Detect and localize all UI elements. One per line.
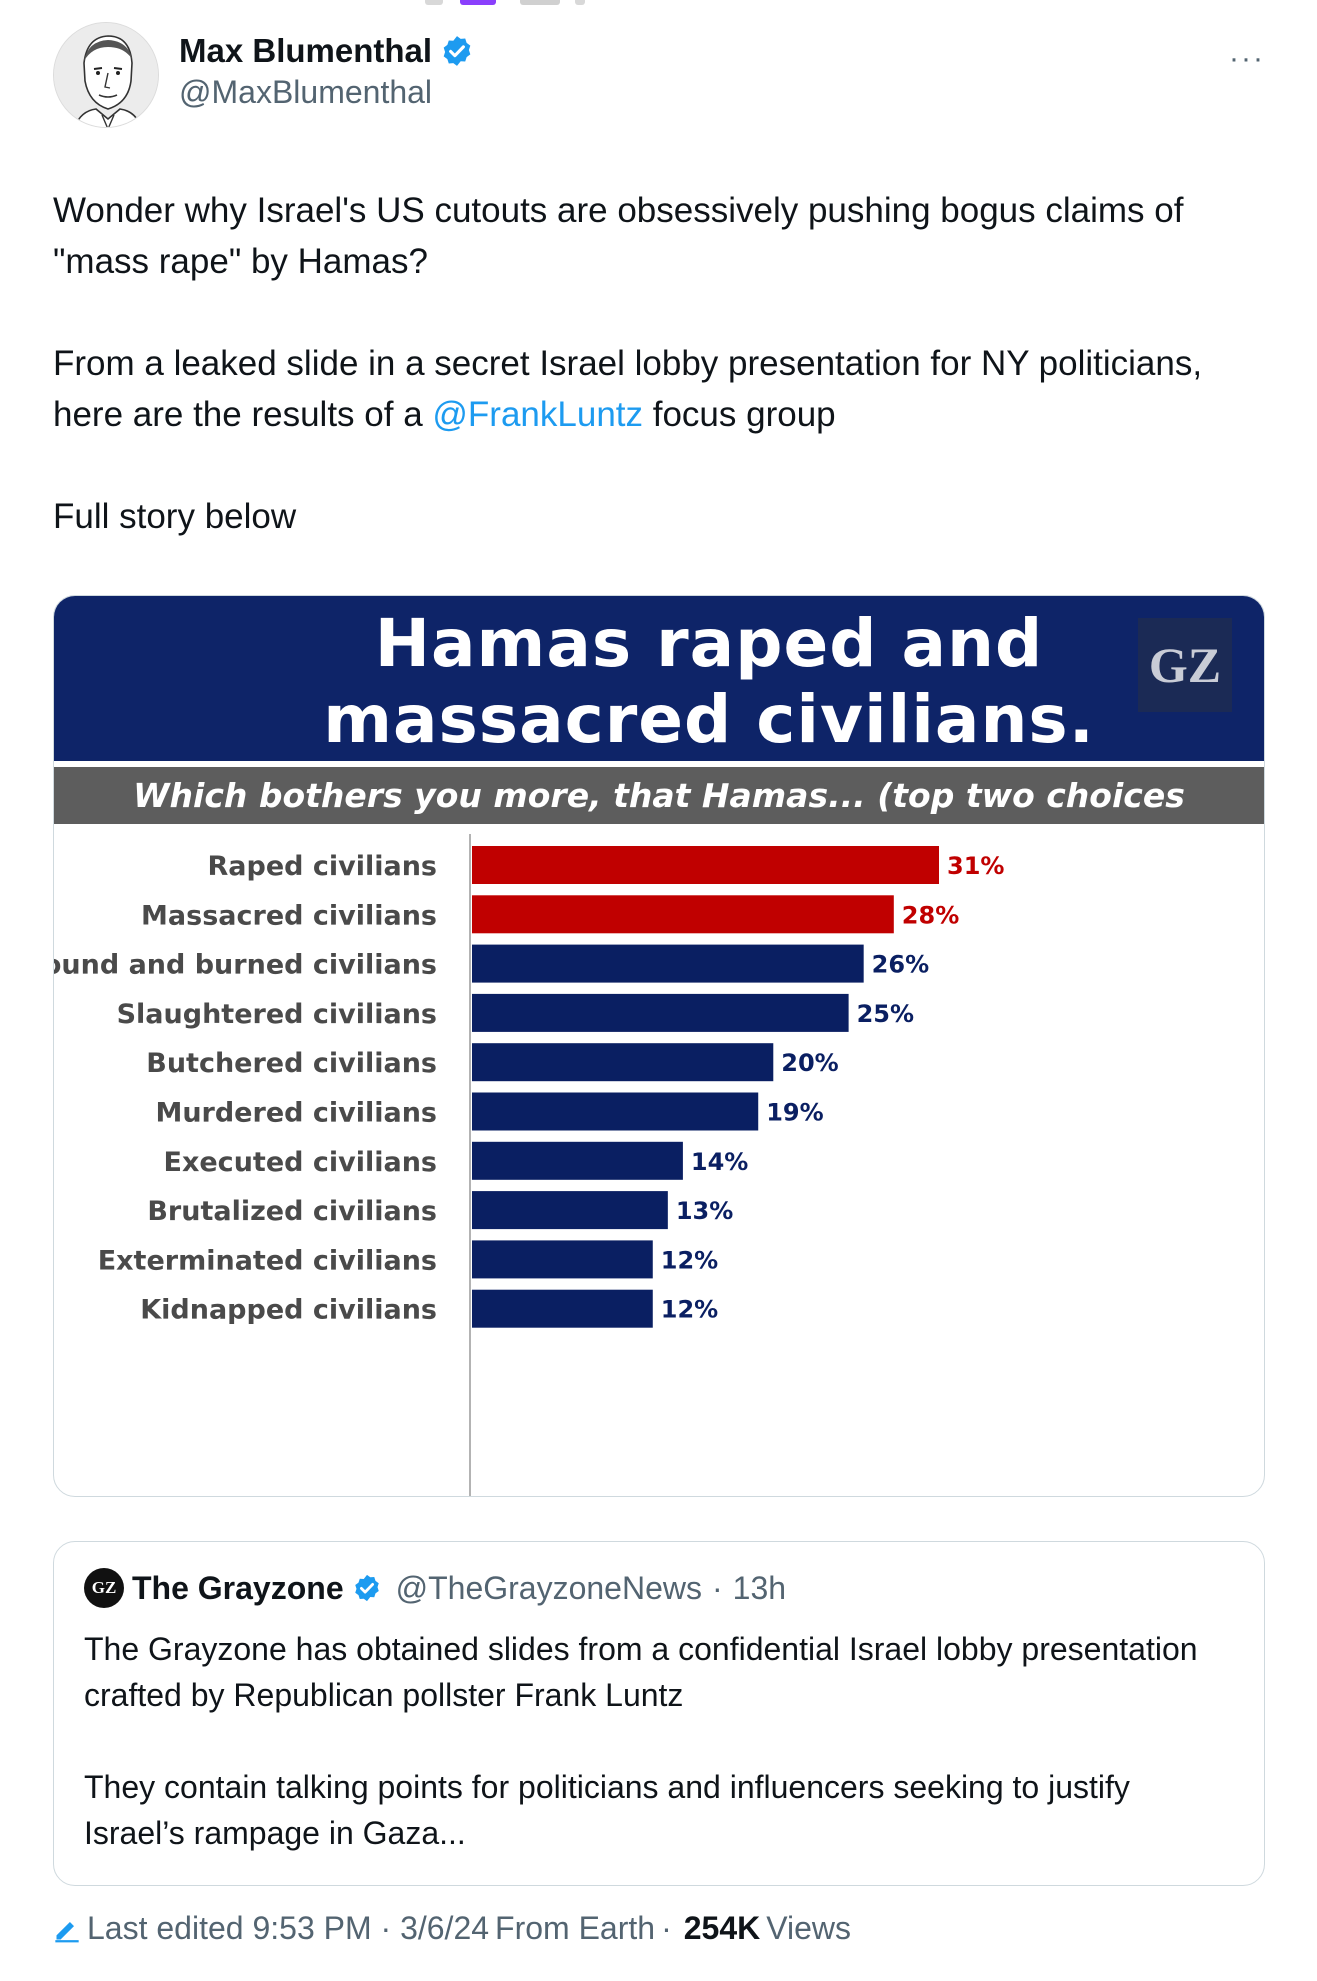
chart-bar (472, 993, 849, 1032)
category-label: Murdered civilians (155, 1098, 437, 1129)
views-count: 254K (683, 1910, 761, 1946)
category-label: Executed civilians (164, 1147, 437, 1178)
category-label: Brutalized civilians (147, 1196, 437, 1227)
quoted-tweet-text: The Grayzone has obtained slides from a … (84, 1626, 1234, 1902)
chart-bar (472, 846, 939, 884)
meta-separator: · (711, 1569, 723, 1606)
value-label: 26% (872, 951, 929, 979)
value-label: 13% (676, 1197, 733, 1225)
value-label: 31% (947, 852, 1004, 880)
avatar-sketch-icon (54, 23, 158, 127)
tweet-text-segment: focus group (643, 395, 836, 434)
slide-title: Hamas raped and massacred civilians. (323, 605, 1095, 758)
verified-badge-icon[interactable] (440, 34, 474, 68)
chart-bar (472, 1289, 653, 1328)
tweet-paragraph-2: From a leaked slide in a secret Israel l… (53, 338, 1273, 440)
value-label: 12% (661, 1296, 718, 1324)
quoted-author-handle[interactable]: @TheGrayzoneNews (395, 1569, 702, 1606)
value-label: 20% (781, 1049, 838, 1077)
slide-divider (54, 761, 1264, 767)
value-label: 28% (902, 901, 959, 929)
category-label: Butchered civilians (146, 1048, 437, 1079)
bar-chart-svg: Raped civilians 31% Massacred civilians 28%… (54, 834, 1004, 1496)
verified-badge-icon (354, 1574, 379, 1602)
tweet-text: Wonder why Israel's US cutouts are obses… (53, 185, 1273, 593)
quoted-tweet[interactable]: GZ The Grayzone @TheGrayzoneNews · 13h T… (53, 1541, 1265, 1886)
more-options-icon[interactable]: ··· (1229, 42, 1265, 75)
category-label: Kidnapped civilians (140, 1295, 437, 1326)
category-label: Massacred civilians (141, 900, 437, 931)
slide-banner: Hamas raped and massacred civilians. GZ (54, 596, 1264, 761)
tweet-footer: Last edited 9:53 PM · 3/6/24 From Earth … (53, 1910, 851, 1947)
quoted-tweet-time[interactable]: 13h (732, 1569, 787, 1606)
grayzone-logo: GZ (1138, 618, 1232, 712)
chart-bar (472, 1092, 759, 1131)
tweet-paragraph-1: Wonder why Israel's US cutouts are obses… (53, 191, 1184, 281)
chart-bar (472, 1141, 683, 1180)
quoted-author-avatar[interactable]: GZ (84, 1568, 124, 1608)
author-handle[interactable]: @MaxBlumenthal (179, 74, 433, 110)
category-label: Bound and burned civilians (54, 950, 437, 981)
tweet-paragraph-3: Full story below (53, 497, 297, 536)
chart-bar (472, 1240, 653, 1279)
category-label: Raped civilians (207, 851, 437, 882)
slide-subtitle: Which bothers you more, that Hamas... (t… (54, 767, 1264, 872)
author-avatar[interactable] (53, 22, 159, 128)
value-label: 12% (661, 1246, 718, 1274)
views-label: Views (766, 1910, 851, 1946)
last-edited-link[interactable]: Last edited 9:53 PM · 3/6/24 (87, 1910, 490, 1946)
chart-bar (472, 1043, 774, 1082)
footer-location: From Earth (495, 1910, 656, 1946)
value-label: 25% (857, 1000, 914, 1028)
chart-bar (472, 944, 864, 983)
edit-pencil-icon (55, 1921, 79, 1942)
value-label: 19% (766, 1099, 823, 1127)
quoted-author-name[interactable]: The Grayzone (132, 1569, 344, 1606)
top-edge-decoration (425, 0, 635, 6)
category-label: Exterminated civilians (98, 1245, 437, 1276)
value-label: 14% (691, 1148, 748, 1176)
mention-link[interactable]: @FrankLuntz (432, 395, 644, 434)
chart-bar (472, 895, 894, 934)
tweet-text-segment: From a leaked slide in a secret Israel l… (53, 344, 1203, 434)
quoted-paragraph-1: The Grayzone has obtained slides from a … (84, 1631, 1198, 1713)
chart-bar (472, 1191, 668, 1230)
tweet-header: Max Blumenthal @MaxBlumenthal ··· (53, 22, 1265, 132)
quoted-tweet-header: GZ The Grayzone @TheGrayzoneNews · 13h (84, 1568, 786, 1608)
author-names: Max Blumenthal @MaxBlumenthal (179, 32, 474, 111)
footer-separator: · (661, 1910, 672, 1946)
author-display-name[interactable]: Max Blumenthal (179, 32, 433, 69)
category-label: Slaughtered civilians (117, 999, 437, 1030)
tweet-image[interactable]: Hamas raped and massacred civilians. GZ … (53, 595, 1265, 1497)
quoted-paragraph-2: They contain talking points for politici… (84, 1769, 1130, 1851)
bar-chart: Raped civilians 31% Massacred civilians 28%… (54, 824, 1264, 1496)
